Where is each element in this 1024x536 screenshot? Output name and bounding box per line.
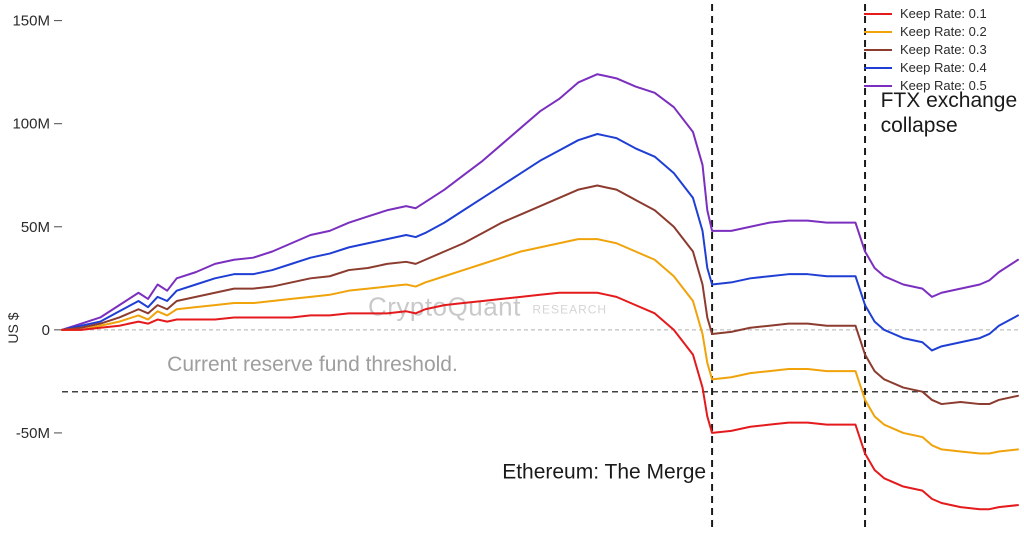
annotation-threshold: Current reserve fund threshold. [167, 353, 458, 376]
y-axis-label: US $ [5, 312, 21, 343]
chart-background [0, 0, 1024, 536]
y-tick-label: -50M [16, 425, 50, 442]
annotation-ftx-line2: collapse [881, 114, 958, 137]
legend-label: Keep Rate: 0.5 [900, 78, 987, 93]
y-tick-label: 100M [12, 116, 50, 133]
annotation-merge: Ethereum: The Merge [502, 460, 706, 483]
legend-label: Keep Rate: 0.1 [900, 6, 987, 21]
watermark-main: CryptoQuant [368, 291, 521, 321]
y-tick-label: 150M [12, 13, 50, 30]
chart-container: 150M 100M 50M 0 -50M US $ CryptoQuant RESEARCH C… [0, 0, 1024, 536]
legend-label: Keep Rate: 0.4 [900, 60, 987, 75]
y-tick-label: 0 [42, 322, 50, 339]
legend-label: Keep Rate: 0.2 [900, 24, 987, 39]
legend-label: Keep Rate: 0.3 [900, 42, 987, 57]
line-chart: 150M 100M 50M 0 -50M US $ CryptoQuant RESEARCH C… [0, 0, 1024, 536]
y-tick-label: 50M [21, 219, 50, 236]
watermark-sub: RESEARCH [532, 302, 607, 316]
